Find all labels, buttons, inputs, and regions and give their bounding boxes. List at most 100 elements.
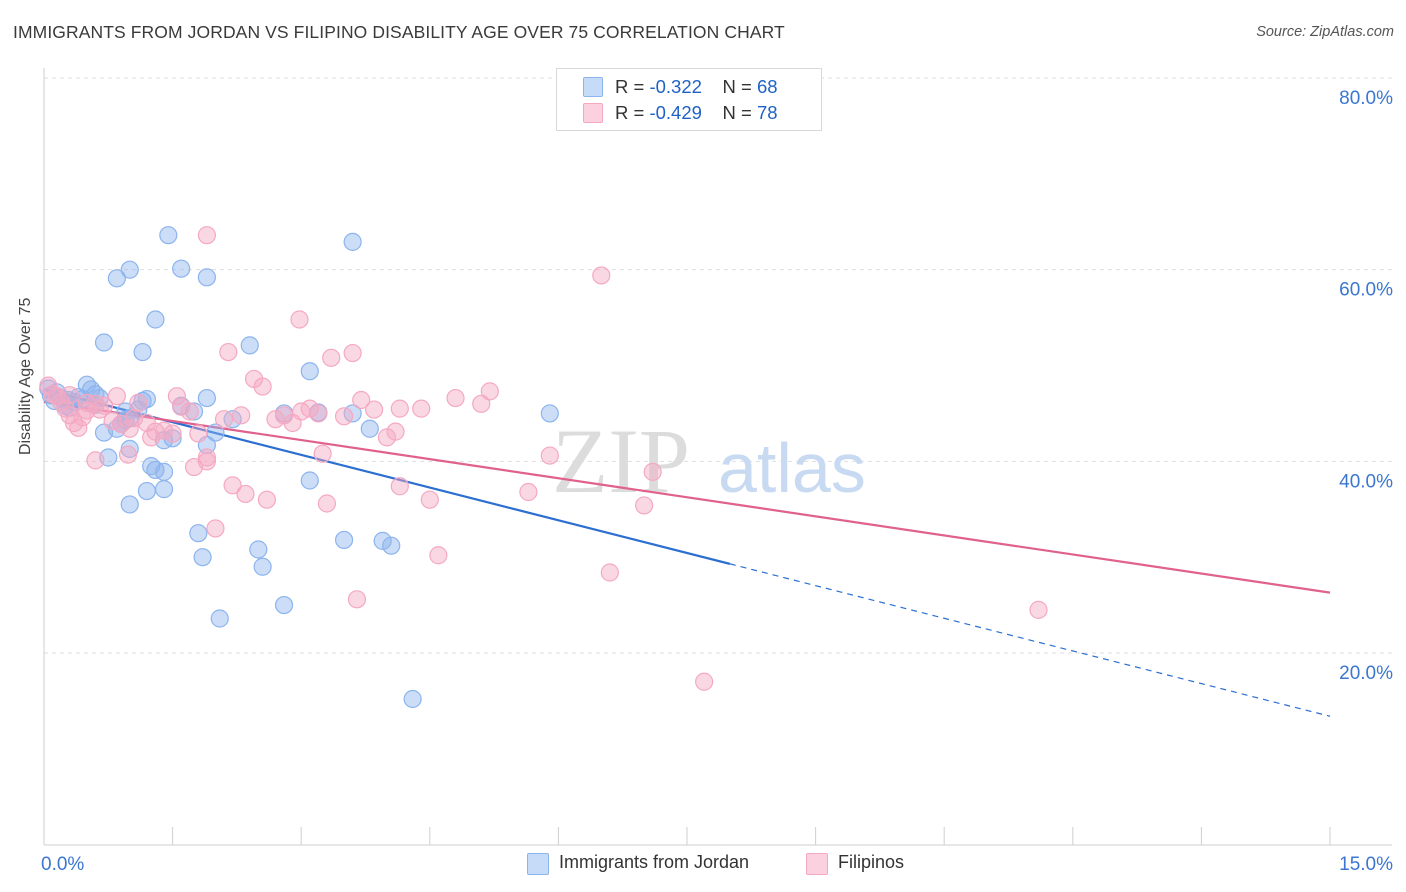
data-point (172, 397, 191, 416)
data-point (240, 336, 259, 355)
data-point (94, 396, 114, 415)
data-point (412, 399, 431, 418)
data-point (253, 557, 272, 576)
data-point (352, 390, 371, 410)
data-point (154, 480, 174, 499)
x-tick-label: 0.0% (41, 854, 84, 875)
data-point (129, 393, 148, 412)
data-point (274, 595, 294, 615)
series-name-filipinos: Filipinos (838, 852, 905, 872)
data-point (420, 490, 439, 509)
data-point (382, 536, 401, 555)
data-point (197, 452, 216, 471)
chart-title: IMMIGRANTS FROM JORDAN VS FILIPINO DISAB… (13, 22, 785, 42)
watermark-atlas: atlas (718, 429, 866, 507)
data-point (223, 476, 242, 495)
data-point (137, 389, 156, 409)
data-point (118, 445, 138, 464)
data-point (107, 387, 126, 406)
data-point (390, 399, 409, 418)
series-points-1 (39, 226, 1048, 691)
data-point (159, 226, 178, 245)
data-point (210, 609, 229, 628)
data-point (193, 548, 212, 567)
data-point (69, 418, 88, 437)
axes (43, 68, 1392, 846)
legend-n-label: N = (722, 102, 752, 123)
data-point (232, 406, 251, 425)
legend-swatch-jordan (583, 77, 603, 97)
y-tick-label: 40.0% (1339, 471, 1393, 492)
x-tick-label: 15.0% (1339, 854, 1393, 875)
data-point (695, 672, 714, 691)
data-point (334, 407, 354, 426)
data-point (167, 387, 186, 406)
data-point (163, 424, 182, 443)
data-points (39, 226, 1048, 709)
data-point (290, 310, 309, 329)
data-point (390, 477, 409, 496)
stats-legend: R = -0.322 N = 68 R = -0.429 N = 78 (556, 68, 822, 131)
legend-n-label: N = (722, 76, 752, 97)
y-tick-label: 80.0% (1339, 88, 1393, 109)
data-point (300, 471, 319, 490)
data-point (373, 531, 392, 550)
data-point (120, 419, 139, 438)
legend-r-label: R = (615, 76, 645, 97)
data-point (154, 462, 174, 481)
data-point (364, 400, 384, 419)
data-point (313, 444, 332, 463)
data-point (643, 462, 662, 481)
data-point (600, 563, 619, 582)
grid-lines (44, 77, 1392, 654)
data-point (77, 393, 96, 412)
data-point (343, 232, 362, 251)
series-name-jordan: Immigrants from Jordan (559, 852, 750, 872)
data-point (519, 482, 538, 502)
data-point (300, 362, 319, 381)
data-point (403, 689, 422, 709)
data-point (206, 519, 225, 538)
data-point (197, 388, 216, 408)
data-point (472, 394, 491, 413)
data-point (592, 266, 611, 285)
data-point (94, 333, 114, 352)
watermark-zip: ZIP (552, 410, 690, 512)
legend-swatch-jordan (527, 853, 549, 875)
data-point (334, 530, 354, 550)
y-tick-label: 20.0% (1339, 663, 1393, 684)
data-point (309, 404, 328, 423)
data-point (300, 399, 319, 418)
data-point (480, 382, 499, 401)
data-point (257, 490, 277, 509)
data-point (86, 451, 105, 470)
data-point (540, 446, 559, 465)
data-point (347, 590, 367, 609)
data-point (635, 496, 654, 515)
legend-swatch-filipinos (583, 103, 603, 123)
data-point (236, 484, 255, 504)
data-point (219, 342, 238, 362)
data-point (1029, 600, 1048, 619)
data-point (189, 424, 208, 443)
legend-r-label: R = (615, 102, 645, 123)
legend-n-value: 68 (756, 76, 778, 97)
data-point (120, 495, 139, 514)
data-point (189, 524, 208, 543)
tick-labels: 20.0% 40.0% 60.0% 80.0% 0.0% 15.0% (41, 88, 1393, 875)
data-point (360, 419, 379, 438)
trend-line-extension-0 (729, 563, 1331, 717)
legend-r-value: -0.429 (649, 102, 702, 123)
data-point (249, 540, 268, 559)
data-point (197, 226, 216, 245)
y-axis-label: Disability Age Over 75 (17, 297, 34, 455)
data-point (343, 343, 362, 363)
legend-n-value: 78 (756, 102, 778, 123)
source-label: Source: ZipAtlas.com (1256, 24, 1394, 40)
data-point (180, 402, 199, 421)
legend-swatch-filipinos (806, 853, 828, 875)
data-point (317, 494, 337, 513)
data-point (540, 404, 559, 423)
legend-r-value: -0.322 (649, 76, 702, 97)
data-point (133, 342, 152, 362)
